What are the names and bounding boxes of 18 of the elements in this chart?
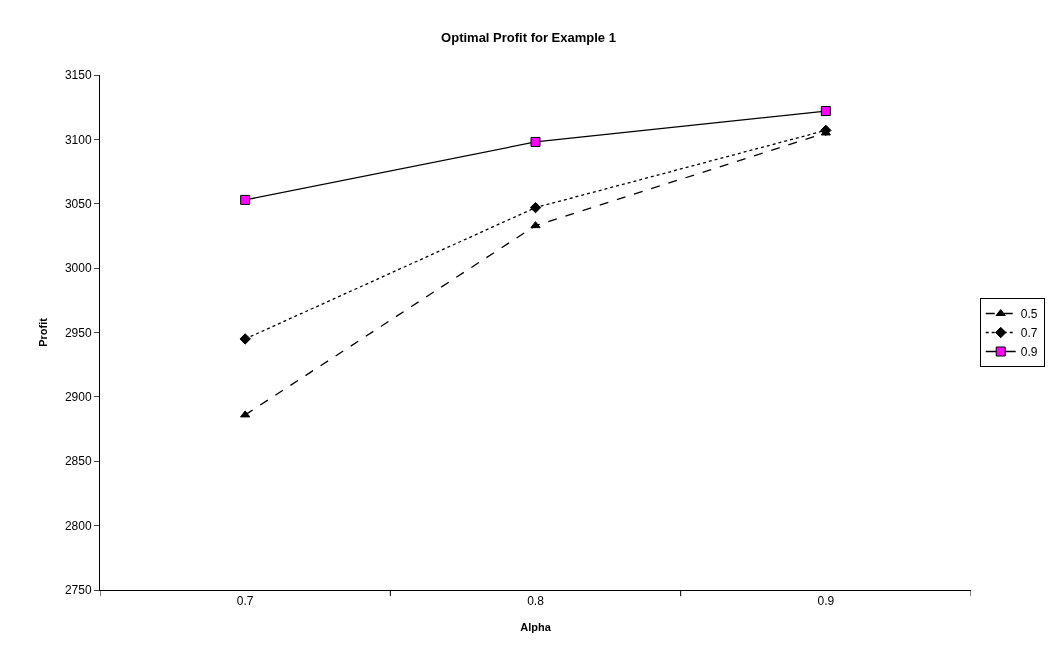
y-axis-title: Profit <box>36 317 49 347</box>
legend-label: 0.9 <box>1020 345 1038 360</box>
y-tick-label: 3050 <box>64 196 92 211</box>
legend-label: 0.5 <box>1020 307 1038 322</box>
x-tick-label: 0.9 <box>817 594 835 609</box>
y-tick-label: 2950 <box>64 325 92 340</box>
y-tick-label: 2900 <box>64 390 92 405</box>
y-tick-label: 2800 <box>64 518 92 533</box>
x-tick-label: 0.7 <box>236 594 254 609</box>
y-tick-label: 2750 <box>64 583 92 598</box>
y-tick-label: 2850 <box>64 454 92 469</box>
y-tick-label: 3150 <box>64 68 92 83</box>
y-tick-label: 3000 <box>64 261 92 276</box>
x-tick-label: 0.8 <box>527 594 545 609</box>
y-tick-label: 3100 <box>64 132 92 147</box>
legend-label: 0.7 <box>1020 326 1038 341</box>
x-axis-title: Alpha <box>520 620 552 633</box>
chart-title: Optimal Profit for Example 1 <box>441 29 616 45</box>
